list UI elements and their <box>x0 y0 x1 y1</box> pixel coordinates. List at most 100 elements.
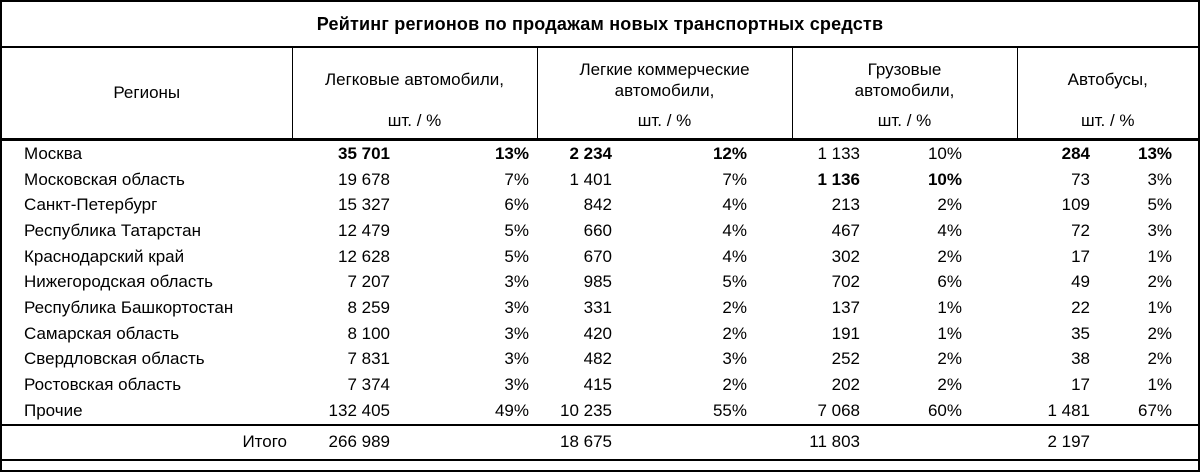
lcv-share-cell: 3% <box>722 349 747 369</box>
cars-units-cell: 19 678 <box>338 169 390 189</box>
trucks-share-cell: 2% <box>937 195 962 215</box>
trucks-share-cell: 2% <box>937 349 962 369</box>
buses-units-cell: 17 <box>1071 246 1090 266</box>
lcv-units-sublabel: шт. / % <box>637 111 692 130</box>
buses-share-cell: 1% <box>1147 375 1173 395</box>
lcv-units-cell: 420 <box>583 323 612 343</box>
cars-share-cell: 3% <box>504 323 529 343</box>
buses-share-cell: 1% <box>1147 246 1173 266</box>
lcv-units-cell: 331 <box>583 297 612 317</box>
total-trucks-units: 11 803 <box>792 423 867 461</box>
trucks-share-cell: 2% <box>937 246 962 266</box>
trucks-header-label: Грузовые автомобили, <box>854 59 955 100</box>
lcv-share-cell: 12% <box>712 143 747 163</box>
lcv-units-cell: 660 <box>583 220 612 240</box>
table-row: Республика Татарстан 12 479 5% 660 4% 46… <box>2 218 1198 244</box>
buses-share-cell: 13% <box>1137 143 1173 163</box>
trucks-share-cell: 4% <box>937 220 962 240</box>
region-name: Республика Башкортостан <box>24 297 234 317</box>
region-name: Московская область <box>24 169 185 189</box>
cars-share-cell: 13% <box>494 143 529 163</box>
lcv-units-cell: 1 401 <box>569 169 612 189</box>
table-row: Санкт-Петербург 15 327 6% 842 4% 213 2% … <box>2 192 1198 218</box>
total-row: Итого 266 989 18 675 11 803 2 197 <box>2 423 1198 461</box>
cars-units-cell: 132 405 <box>328 400 390 420</box>
lcv-units-cell: 10 235 <box>560 400 612 420</box>
trucks-share-cell: 6% <box>937 272 962 292</box>
buses-units-cell: 17 <box>1071 375 1090 395</box>
table-row: Самарская область 8 100 3% 420 2% 191 1%… <box>2 321 1198 347</box>
buses-units-cell: 22 <box>1071 297 1090 317</box>
trucks-units-cell: 202 <box>831 375 860 395</box>
cars-share-cell: 6% <box>504 195 529 215</box>
empty-cell <box>397 423 537 461</box>
cars-column-header: Легковые автомобили, шт. / % <box>292 46 538 141</box>
total-buses-units: 2 197 <box>1017 423 1097 461</box>
table-row: Московская область 19 678 7% 1 401 7% 1 … <box>2 167 1198 193</box>
buses-column-header: Автобусы, шт. / % <box>1017 46 1198 141</box>
lcv-header-label: Легкие коммерческие автомобили, <box>579 59 750 100</box>
cars-units-cell: 7 374 <box>347 375 390 395</box>
cars-share-cell: 49% <box>494 400 529 420</box>
buses-share-cell: 3% <box>1147 220 1173 240</box>
buses-share-cell: 5% <box>1147 195 1173 215</box>
region-name: Республика Татарстан <box>24 220 201 240</box>
buses-units-cell: 38 <box>1071 349 1090 369</box>
cars-units-sublabel: шт. / % <box>387 111 442 130</box>
lcv-share-cell: 5% <box>722 272 747 292</box>
table-row: Прочие 132 405 49% 10 235 55% 7 068 60% … <box>2 398 1198 425</box>
trucks-units-cell: 302 <box>831 246 860 266</box>
cars-share-cell: 3% <box>504 375 529 395</box>
lcv-column-header: Легкие коммерческие автомобили, шт. / % <box>537 46 793 141</box>
buses-share-cell: 2% <box>1147 349 1173 369</box>
trucks-units-cell: 213 <box>831 195 860 215</box>
buses-units-cell: 72 <box>1071 220 1090 240</box>
trucks-units-cell: 467 <box>831 220 860 240</box>
buses-header-label: Автобусы, <box>1067 70 1148 89</box>
empty-cell <box>1097 423 1198 461</box>
buses-share-cell: 2% <box>1147 272 1173 292</box>
cars-units-cell: 15 327 <box>338 195 390 215</box>
total-cars-units: 266 989 <box>292 423 397 461</box>
lcv-share-cell: 4% <box>722 246 747 266</box>
trucks-units-cell: 1 133 <box>817 143 860 163</box>
trucks-share-cell: 10% <box>927 143 962 163</box>
table-row: Ростовская область 7 374 3% 415 2% 202 2… <box>2 372 1198 398</box>
buses-share-cell: 3% <box>1147 169 1173 189</box>
trucks-units-cell: 1 136 <box>817 169 860 189</box>
lcv-share-cell: 2% <box>722 297 747 317</box>
regions-column-header: Регионы <box>2 46 293 141</box>
region-name: Свердловская область <box>24 349 205 369</box>
buses-units-sublabel: шт. / % <box>1080 111 1135 130</box>
cars-share-cell: 3% <box>504 349 529 369</box>
trucks-column-header: Грузовые автомобили, шт. / % <box>792 46 1018 141</box>
trucks-units-cell: 7 068 <box>817 400 860 420</box>
buses-units-cell: 49 <box>1071 272 1090 292</box>
cars-units-cell: 7 207 <box>347 272 390 292</box>
buses-units-cell: 109 <box>1061 195 1090 215</box>
empty-cell <box>867 423 1017 461</box>
header-row: Регионы Легковые автомобили, шт. / % Лег… <box>2 46 1198 141</box>
cars-share-cell: 5% <box>504 220 529 240</box>
buses-units-cell: 35 <box>1071 323 1090 343</box>
buses-units-cell: 1 481 <box>1047 400 1090 420</box>
lcv-share-cell: 7% <box>722 169 747 189</box>
region-name: Краснодарский край <box>24 246 185 266</box>
region-name: Самарская область <box>24 323 180 343</box>
cars-units-cell: 8 259 <box>347 297 390 317</box>
region-name: Санкт-Петербург <box>24 195 158 215</box>
lcv-units-cell: 985 <box>583 272 612 292</box>
cars-share-cell: 7% <box>504 169 529 189</box>
cars-share-cell: 5% <box>504 246 529 266</box>
table-row: Краснодарский край 12 628 5% 670 4% 302 … <box>2 244 1198 270</box>
trucks-units-cell: 137 <box>831 297 860 317</box>
cars-share-cell: 3% <box>504 297 529 317</box>
buses-units-cell: 284 <box>1061 143 1090 163</box>
lcv-share-cell: 2% <box>722 375 747 395</box>
region-name: Прочие <box>24 400 83 420</box>
trucks-share-cell: 10% <box>927 169 962 189</box>
lcv-share-cell: 55% <box>712 400 747 420</box>
buses-share-cell: 67% <box>1137 400 1173 420</box>
trucks-share-cell: 2% <box>937 375 962 395</box>
